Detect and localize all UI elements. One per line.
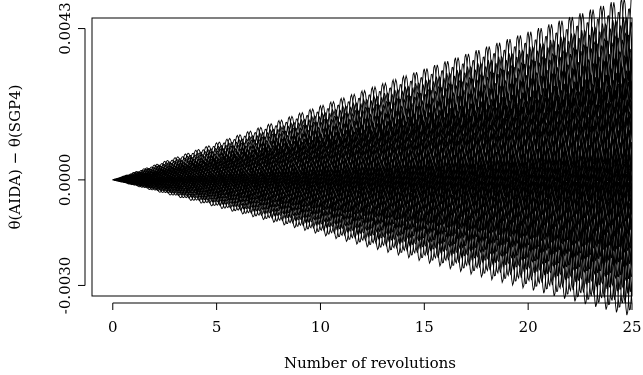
series-group — [112, 0, 633, 316]
x-axis: 0 5 10 15 20 25 — [108, 302, 642, 336]
y-axis-title: θ(AIDA) − θ(SGP4) — [6, 84, 24, 229]
y-tick-label: -0.0030 — [56, 257, 74, 315]
series-line — [112, 179, 633, 304]
x-tick-label: 10 — [311, 318, 330, 336]
x-tick-label: 20 — [519, 318, 538, 336]
x-tick-label: 25 — [622, 318, 641, 336]
x-axis-title: Number of revolutions — [284, 354, 456, 372]
y-axis: -0.0030 0.0000 0.0043 — [56, 2, 86, 315]
x-tick-label: 0 — [108, 318, 118, 336]
series-line — [112, 179, 633, 316]
y-tick-label: 0.0043 — [56, 2, 74, 55]
x-tick-label: 5 — [212, 318, 222, 336]
x-tick-label: 15 — [415, 318, 434, 336]
y-tick-label: 0.0000 — [56, 154, 74, 207]
